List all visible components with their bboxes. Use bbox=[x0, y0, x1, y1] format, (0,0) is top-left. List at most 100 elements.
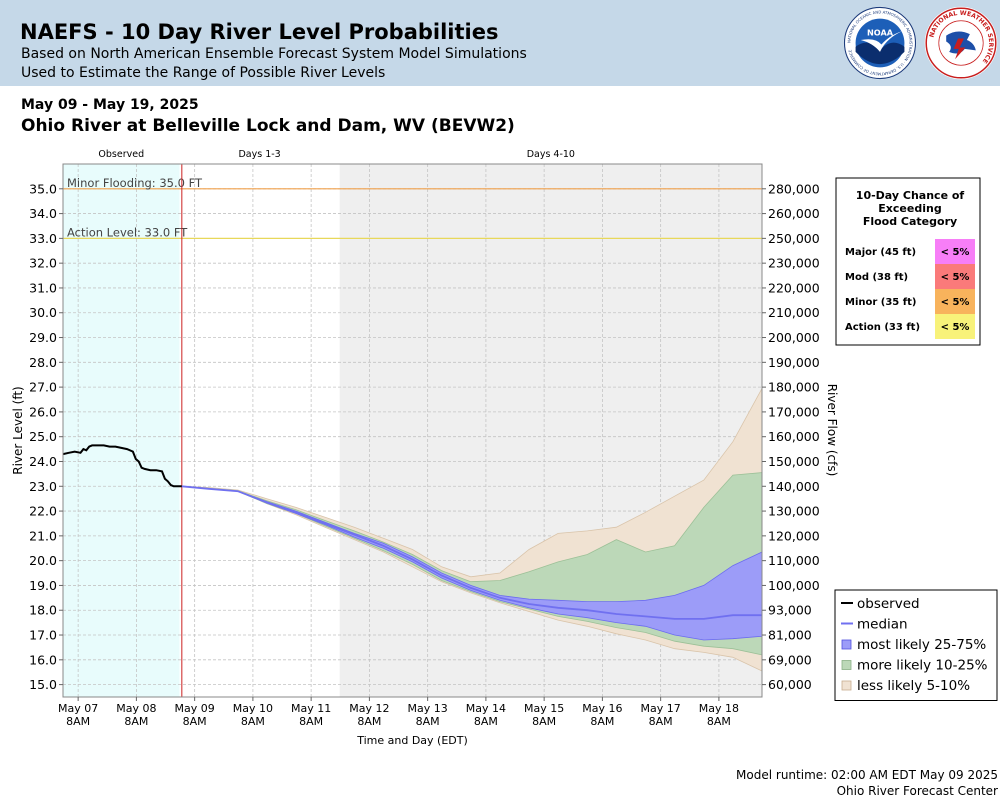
flood-chance-cell-2 bbox=[935, 289, 975, 314]
section-label-1: Days 1-3 bbox=[238, 149, 280, 160]
y2-tick-label-0: 60,000 bbox=[768, 677, 812, 692]
y2-tick-label-2: 81,000 bbox=[768, 628, 812, 643]
y2-tick-label-8: 140,000 bbox=[768, 479, 820, 494]
x-tick-label-date-7: May 14 bbox=[466, 702, 506, 715]
x-tick-label-date-6: May 13 bbox=[408, 702, 448, 715]
y-tick-label-10: 25.0 bbox=[29, 429, 57, 444]
y-tick-label-7: 22.0 bbox=[29, 504, 57, 519]
nws-logo: NATIONAL WEATHER SERVICE bbox=[924, 6, 998, 80]
x-axis-title: Time and Day (EDT) bbox=[356, 734, 468, 747]
y-tick-label-3: 18.0 bbox=[29, 603, 57, 618]
y2-tick-label-19: 260,000 bbox=[768, 206, 820, 221]
header-banner: NAEFS - 10 Day River Level Probabilities… bbox=[0, 0, 1000, 86]
x-tick-label-date-2: May 09 bbox=[175, 702, 215, 715]
y-tick-label-8: 23.0 bbox=[29, 479, 57, 494]
y2-tick-label-17: 230,000 bbox=[768, 256, 820, 271]
flood-category-1: Mod (38 ft) bbox=[845, 272, 908, 283]
section-bg-0 bbox=[63, 164, 180, 697]
x-tick-label-time-6: 8AM bbox=[416, 715, 440, 728]
median-line bbox=[181, 485, 762, 620]
x-tick-label-time-3: 8AM bbox=[241, 715, 265, 728]
flood-chance-2: < 5% bbox=[941, 297, 970, 308]
y-tick-label-1: 16.0 bbox=[29, 652, 57, 667]
y-tick-label-11: 26.0 bbox=[29, 404, 57, 419]
date-range: May 09 - May 19, 2025 bbox=[21, 97, 199, 113]
y2-tick-label-3: 93,000 bbox=[768, 603, 812, 618]
x-tick-label-time-11: 8AM bbox=[707, 715, 731, 728]
y-tick-label-2: 17.0 bbox=[29, 628, 57, 643]
flood-chance-0: < 5% bbox=[941, 247, 970, 258]
threshold-label-1: Action Level: 33.0 FT bbox=[67, 225, 188, 239]
y-tick-label-15: 30.0 bbox=[29, 305, 57, 320]
x-tick-label-date-11: May 18 bbox=[699, 702, 739, 715]
legend-label-less: less likely 5-10% bbox=[857, 678, 970, 694]
x-tick-label-date-4: May 11 bbox=[291, 702, 331, 715]
x-tick-label-time-4: 8AM bbox=[299, 715, 323, 728]
y2-tick-label-15: 210,000 bbox=[768, 305, 820, 320]
flood-chance-1: < 5% bbox=[941, 272, 970, 283]
flood-table-title-2: Flood Category bbox=[863, 215, 957, 228]
location-title: Ohio River at Belleville Lock and Dam, W… bbox=[21, 116, 515, 136]
y2-tick-label-5: 110,000 bbox=[768, 553, 820, 568]
subtitle-line-1: Based on North American Ensemble Forecas… bbox=[21, 46, 527, 62]
y2-tick-label-16: 220,000 bbox=[768, 280, 820, 295]
x-tick-label-time-8: 8AM bbox=[532, 715, 556, 728]
y-tick-label-20: 35.0 bbox=[29, 181, 57, 196]
y-tick-label-16: 31.0 bbox=[29, 280, 57, 295]
y-tick-label-12: 27.0 bbox=[29, 380, 57, 395]
y-tick-label-17: 32.0 bbox=[29, 256, 57, 271]
section-label-0: Observed bbox=[98, 149, 144, 160]
x-tick-label-date-9: May 16 bbox=[582, 702, 622, 715]
y-tick-label-0: 15.0 bbox=[29, 677, 57, 692]
y2-tick-label-20: 280,000 bbox=[768, 181, 820, 196]
flood-category-0: Major (45 ft) bbox=[845, 247, 916, 258]
flood-chance-cell-1 bbox=[935, 264, 975, 289]
noaa-logo: NATIONAL OCEANIC AND ATMOSPHERIC ADMINIS… bbox=[843, 6, 917, 80]
model-runtime: Model runtime: 02:00 AM EDT May 09 2025 bbox=[736, 768, 998, 782]
legend-swatch-more bbox=[841, 660, 852, 670]
x-tick-label-time-7: 8AM bbox=[474, 715, 498, 728]
x-tick-label-date-0: May 07 bbox=[58, 702, 98, 715]
y2-axis-title: River Flow (cfs) bbox=[825, 384, 839, 477]
x-tick-label-date-8: May 15 bbox=[524, 702, 564, 715]
y-tick-label-14: 29.0 bbox=[29, 330, 57, 345]
y2-tick-label-9: 150,000 bbox=[768, 454, 820, 469]
y-axis-title: River Level (ft) bbox=[11, 386, 25, 474]
x-tick-label-time-10: 8AM bbox=[649, 715, 673, 728]
x-tick-label-time-1: 8AM bbox=[124, 715, 148, 728]
y-tick-label-18: 33.0 bbox=[29, 231, 57, 246]
x-tick-label-date-5: May 12 bbox=[349, 702, 389, 715]
y2-tick-label-6: 120,000 bbox=[768, 528, 820, 543]
y-tick-label-4: 19.0 bbox=[29, 578, 57, 593]
forecast-center: Ohio River Forecast Center bbox=[836, 784, 998, 798]
x-tick-label-time-9: 8AM bbox=[590, 715, 614, 728]
plot-frame bbox=[62, 163, 763, 698]
x-tick-label-date-10: May 17 bbox=[641, 702, 681, 715]
flood-chance-cell-3 bbox=[935, 314, 975, 339]
y2-tick-label-1: 69,000 bbox=[768, 652, 812, 667]
y2-tick-label-11: 170,000 bbox=[768, 404, 820, 419]
x-tick-label-date-1: May 08 bbox=[116, 702, 156, 715]
section-bg-1 bbox=[179, 164, 340, 697]
y-tick-label-5: 20.0 bbox=[29, 553, 57, 568]
flood-category-2: Minor (35 ft) bbox=[845, 297, 916, 308]
x-tick-label-date-3: May 10 bbox=[233, 702, 273, 715]
flood-category-3: Action (33 ft) bbox=[845, 322, 920, 333]
legend-swatch-most bbox=[841, 639, 852, 650]
y-tick-label-13: 28.0 bbox=[29, 355, 57, 370]
y2-tick-label-18: 250,000 bbox=[768, 231, 820, 246]
observed-line bbox=[62, 444, 182, 488]
y-tick-label-9: 24.0 bbox=[29, 454, 57, 469]
subtitle-line-2: Used to Estimate the Range of Possible R… bbox=[21, 65, 386, 81]
x-tick-label-time-0: 8AM bbox=[66, 715, 90, 728]
y2-tick-label-14: 200,000 bbox=[768, 330, 820, 345]
legend-label-most: most likely 25-75% bbox=[857, 637, 986, 653]
legend-box bbox=[834, 589, 998, 701]
flood-table-title-0: 10-Day Chance of bbox=[856, 189, 965, 202]
legend-label-more: more likely 10-25% bbox=[857, 658, 988, 674]
y2-tick-label-7: 130,000 bbox=[768, 504, 820, 519]
threshold-label-0: Minor Flooding: 35.0 FT bbox=[67, 176, 203, 190]
section-label-2: Days 4-10 bbox=[527, 149, 575, 160]
y-tick-label-6: 21.0 bbox=[29, 528, 57, 543]
x-tick-label-time-2: 8AM bbox=[183, 715, 207, 728]
